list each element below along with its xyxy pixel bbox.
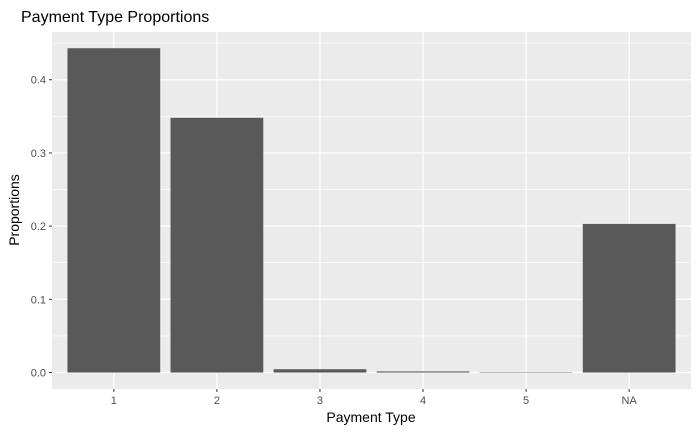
chart-title: Payment Type Proportions bbox=[21, 9, 209, 26]
x-tick-label: 3 bbox=[317, 395, 323, 407]
x-tick-label: NA bbox=[622, 395, 638, 407]
x-tick-label: 2 bbox=[214, 395, 220, 407]
y-tick-label: 0.1 bbox=[31, 294, 46, 306]
bar-3 bbox=[273, 369, 367, 373]
y-tick-label: 0.4 bbox=[31, 75, 46, 87]
x-tick-label: 5 bbox=[523, 395, 529, 407]
x-tick-label: 1 bbox=[111, 395, 117, 407]
bar-2 bbox=[170, 117, 264, 373]
y-tick-label: 0.2 bbox=[31, 221, 46, 233]
x-axis: 1 2 3 4 5 NA bbox=[111, 389, 638, 407]
bar-na bbox=[582, 223, 676, 373]
x-tick-label: 4 bbox=[420, 395, 426, 407]
bar-1 bbox=[67, 48, 161, 373]
bars bbox=[67, 48, 676, 373]
x-axis-title: Payment Type bbox=[326, 409, 415, 425]
y-tick-label: 0.3 bbox=[31, 148, 46, 160]
y-tick-label: 0.0 bbox=[31, 368, 46, 380]
bar-4 bbox=[376, 371, 470, 373]
y-axis: 0.0 0.1 0.2 0.3 0.4 bbox=[31, 75, 52, 380]
y-axis-title: Proportions bbox=[6, 174, 22, 246]
